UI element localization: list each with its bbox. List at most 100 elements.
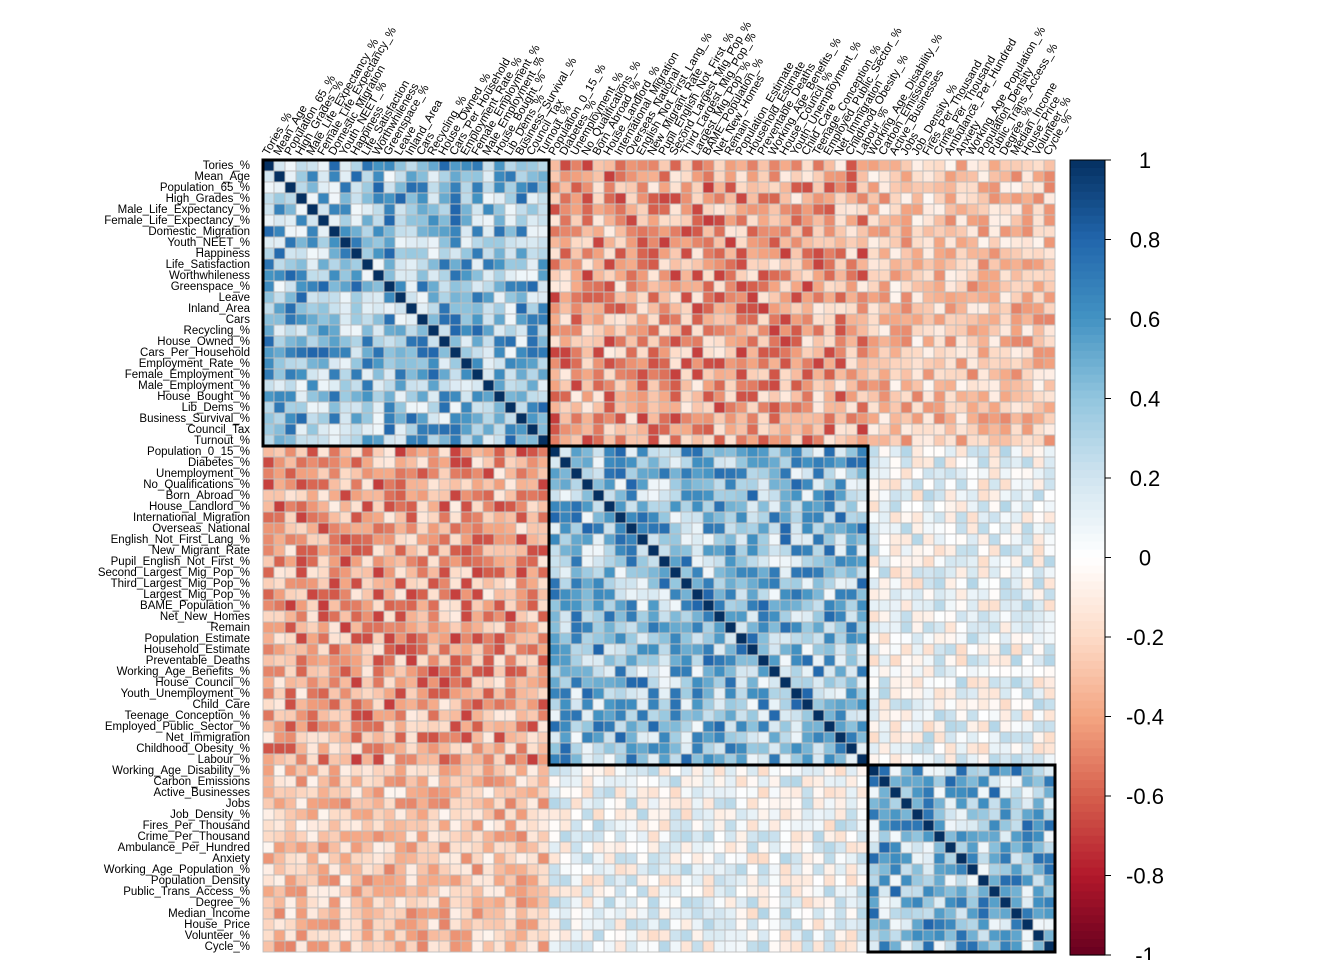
heatmap-cell <box>713 885 726 898</box>
heatmap-cell <box>548 599 561 612</box>
heatmap-cell <box>548 830 561 843</box>
heatmap-cell <box>1043 401 1056 414</box>
heatmap-cell <box>284 819 297 832</box>
heatmap-cell <box>526 786 539 799</box>
heatmap-cell <box>900 874 913 887</box>
heatmap-cell <box>812 687 825 700</box>
heatmap-cell <box>361 720 374 733</box>
heatmap-cell <box>559 588 572 601</box>
heatmap-cell <box>680 225 693 238</box>
heatmap-cell <box>559 599 572 612</box>
heatmap-cell <box>669 489 682 502</box>
heatmap-cell <box>1043 819 1056 832</box>
heatmap-cell <box>834 423 847 436</box>
heatmap-cell <box>493 368 506 381</box>
heatmap-cell <box>735 896 748 909</box>
heatmap-cell <box>273 258 286 271</box>
heatmap-cell <box>933 181 946 194</box>
heatmap-cell <box>603 599 616 612</box>
heatmap-cell <box>801 797 814 810</box>
heatmap-cell <box>471 159 484 172</box>
heatmap-cell <box>262 676 275 689</box>
heatmap-cell <box>779 236 792 249</box>
heatmap-cell <box>394 621 407 634</box>
heatmap-cell <box>405 434 418 447</box>
heatmap-cell <box>735 203 748 216</box>
heatmap-cell <box>383 181 396 194</box>
heatmap-cell <box>856 863 869 876</box>
heatmap-cell <box>471 247 484 260</box>
heatmap-cell <box>999 676 1012 689</box>
heatmap-cell <box>933 390 946 403</box>
heatmap-cell <box>779 434 792 447</box>
heatmap-cell <box>702 368 715 381</box>
heatmap-cell <box>405 313 418 326</box>
heatmap-cell <box>350 610 363 623</box>
heatmap-cell <box>977 269 990 282</box>
heatmap-cell <box>878 456 891 469</box>
heatmap-cell <box>1010 610 1023 623</box>
heatmap-cell <box>636 599 649 612</box>
heatmap-cell <box>878 819 891 832</box>
heatmap-cell <box>625 643 638 656</box>
heatmap-cell <box>427 280 440 293</box>
heatmap-cell <box>757 434 770 447</box>
heatmap-cell <box>933 665 946 678</box>
heatmap-cell <box>592 533 605 546</box>
heatmap-cell <box>812 390 825 403</box>
heatmap-cell <box>284 841 297 854</box>
heatmap-cell <box>669 280 682 293</box>
heatmap-cell <box>1021 709 1034 722</box>
heatmap-cell <box>867 676 880 689</box>
heatmap-cell <box>1043 599 1056 612</box>
heatmap-cell <box>1032 533 1045 546</box>
heatmap-cell <box>427 896 440 909</box>
heatmap-cell <box>658 852 671 865</box>
heatmap-cell <box>394 192 407 205</box>
heatmap-cell <box>922 423 935 436</box>
heatmap-cell <box>713 357 726 370</box>
heatmap-cell <box>526 291 539 304</box>
heatmap-cell <box>999 269 1012 282</box>
heatmap-cell <box>867 610 880 623</box>
heatmap-cell <box>361 775 374 788</box>
heatmap-cell <box>779 720 792 733</box>
heatmap-cell <box>911 588 924 601</box>
heatmap-cell <box>823 731 836 744</box>
heatmap-cell <box>933 313 946 326</box>
heatmap-cell <box>768 753 781 766</box>
heatmap-cell <box>812 830 825 843</box>
heatmap-cell <box>570 687 583 700</box>
heatmap-cell <box>614 434 627 447</box>
heatmap-cell <box>779 302 792 315</box>
heatmap-cell <box>724 544 737 557</box>
heatmap-cell <box>922 731 935 744</box>
heatmap-cell <box>427 720 440 733</box>
heatmap-cell <box>768 500 781 513</box>
heatmap-cell <box>966 775 979 788</box>
heatmap-cell <box>801 159 814 172</box>
heatmap-cell <box>394 852 407 865</box>
heatmap-cell <box>537 225 550 238</box>
heatmap-cell <box>944 808 957 821</box>
heatmap-cell <box>647 852 660 865</box>
heatmap-cell <box>636 214 649 227</box>
heatmap-cell <box>614 368 627 381</box>
heatmap-cell <box>548 709 561 722</box>
heatmap-cell <box>394 313 407 326</box>
heatmap-cell <box>746 808 759 821</box>
heatmap-cell <box>911 456 924 469</box>
heatmap-cell <box>691 797 704 810</box>
heatmap-cell <box>1043 632 1056 645</box>
heatmap-cell <box>262 269 275 282</box>
heatmap-cell <box>724 797 737 810</box>
heatmap-cell <box>691 753 704 766</box>
heatmap-cell <box>471 368 484 381</box>
heatmap-cell <box>427 401 440 414</box>
heatmap-cell <box>801 775 814 788</box>
heatmap-cell <box>493 511 506 524</box>
heatmap-cell <box>548 753 561 766</box>
heatmap-cell <box>1032 731 1045 744</box>
heatmap-cell <box>405 874 418 887</box>
heatmap-cell <box>372 533 385 546</box>
